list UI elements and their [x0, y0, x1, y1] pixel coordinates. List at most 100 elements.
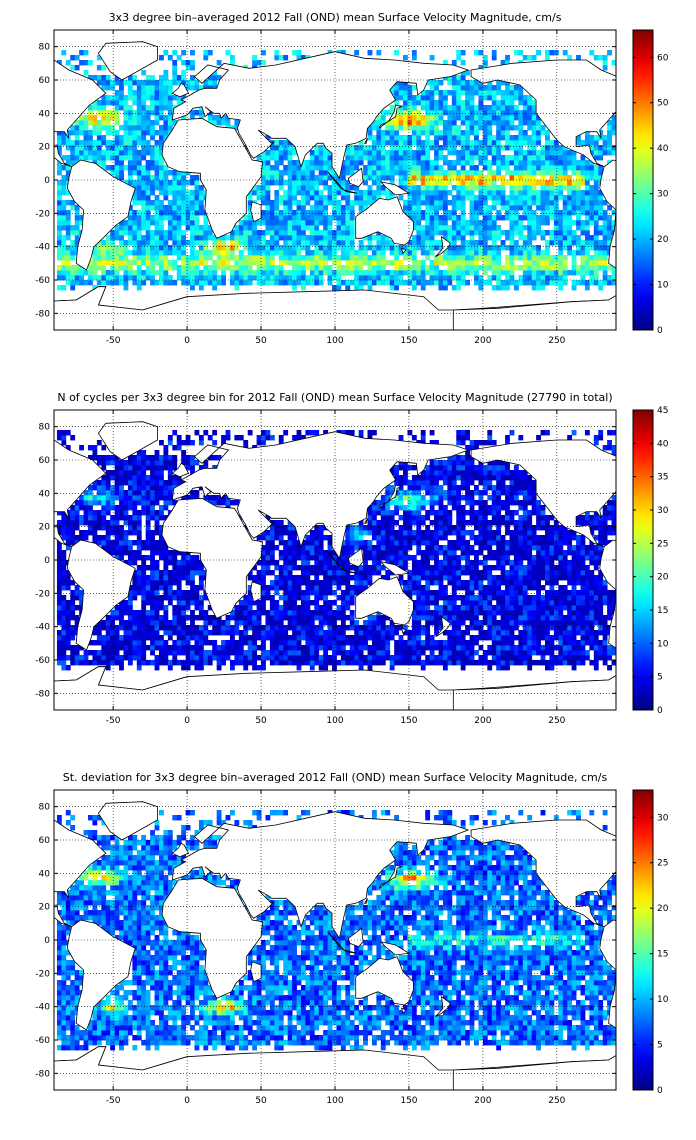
- heatmap-cell: [456, 125, 462, 131]
- heatmap-cell: [229, 270, 235, 276]
- heatmap-cell: [407, 275, 413, 281]
- heatmap-cell: [92, 105, 98, 111]
- heatmap-cell: [309, 185, 315, 191]
- heatmap-cell: [300, 610, 306, 616]
- heatmap-cell: [283, 240, 289, 246]
- heatmap-cell: [380, 190, 386, 196]
- heatmap-cell: [190, 265, 195, 271]
- heatmap-cell: [176, 175, 182, 181]
- heatmap-cell: [167, 645, 173, 651]
- heatmap-cell: [593, 660, 599, 666]
- heatmap-cell: [398, 660, 404, 666]
- heatmap-cell: [172, 120, 178, 126]
- heatmap-cell: [256, 605, 262, 611]
- heatmap-cell: [425, 255, 431, 261]
- heatmap-cell: [318, 195, 324, 201]
- heatmap-cell: [367, 660, 373, 666]
- heatmap-cell: [367, 130, 373, 136]
- heatmap-cell: [558, 615, 564, 621]
- heatmap-cell: [425, 150, 431, 156]
- heatmap-cell: [88, 660, 93, 666]
- heatmap-cell: [589, 260, 595, 266]
- heatmap-cell: [429, 55, 435, 61]
- heatmap-cell: [451, 115, 457, 121]
- heatmap-cell: [136, 225, 142, 231]
- heatmap-cell: [411, 130, 417, 136]
- heatmap-cell: [207, 630, 213, 636]
- heatmap-cell: [74, 210, 80, 216]
- heatmap-cell: [434, 160, 439, 166]
- heatmap-cell: [447, 135, 453, 141]
- heatmap-cell: [460, 280, 466, 286]
- heatmap-cell: [358, 160, 364, 166]
- heatmap-cell: [416, 605, 422, 611]
- heatmap-cell: [159, 140, 164, 146]
- heatmap-cell: [167, 120, 173, 126]
- heatmap-cell: [163, 640, 169, 646]
- heatmap-cell: [212, 275, 218, 281]
- heatmap-cell: [185, 645, 191, 651]
- heatmap-cell: [531, 275, 537, 281]
- coastline: [379, 104, 403, 129]
- heatmap-cell: [159, 55, 164, 61]
- heatmap-cell: [447, 145, 453, 151]
- heatmap-cell: [513, 150, 519, 156]
- heatmap-cell: [380, 260, 386, 266]
- heatmap-cell: [296, 630, 302, 636]
- heatmap-cell: [314, 635, 320, 641]
- heatmap-cell: [371, 120, 377, 126]
- heatmap-cell: [136, 100, 142, 106]
- heatmap-cell: [429, 200, 435, 206]
- heatmap-cell: [567, 225, 573, 231]
- heatmap-cell: [229, 625, 235, 631]
- heatmap-cell: [505, 285, 510, 291]
- heatmap-cell: [145, 205, 151, 211]
- heatmap-cell: [70, 275, 76, 281]
- heatmap-cell: [332, 630, 337, 636]
- heatmap-cell: [243, 255, 249, 261]
- heatmap-cell: [389, 160, 395, 166]
- heatmap-cell: [283, 170, 289, 176]
- heatmap-cell: [553, 220, 559, 226]
- heatmap-cell: [198, 195, 204, 201]
- heatmap-cell: [274, 280, 280, 286]
- heatmap-cell: [114, 150, 120, 156]
- heatmap-cell: [292, 220, 297, 226]
- heatmap-cell: [300, 630, 306, 636]
- heatmap-cell: [518, 180, 524, 186]
- heatmap-cell: [314, 660, 320, 666]
- heatmap-cell: [509, 100, 515, 106]
- heatmap-cell: [593, 135, 599, 141]
- heatmap-cell: [403, 95, 408, 101]
- heatmap-cell: [411, 125, 417, 131]
- heatmap-cell: [136, 270, 142, 276]
- heatmap-cell: [167, 225, 173, 231]
- heatmap-cell: [562, 50, 568, 56]
- heatmap-cell: [238, 620, 244, 626]
- heatmap-cell: [65, 245, 71, 251]
- heatmap-cell: [567, 245, 573, 251]
- heatmap-cell: [522, 615, 528, 621]
- heatmap-cell: [198, 190, 204, 196]
- heatmap-cell: [482, 605, 488, 611]
- heatmap-cell: [74, 145, 80, 151]
- heatmap-cell: [584, 190, 590, 196]
- heatmap-cell: [558, 245, 564, 251]
- heatmap-cell: [185, 200, 191, 206]
- heatmap-cell: [150, 635, 155, 641]
- heatmap-cell: [522, 660, 528, 666]
- heatmap-cell: [358, 200, 364, 206]
- heatmap-cell: [265, 205, 271, 211]
- heatmap-cell: [221, 645, 226, 651]
- heatmap-cell: [505, 80, 510, 86]
- heatmap-cell: [354, 165, 360, 171]
- heatmap-cell: [314, 195, 320, 201]
- heatmap-cell: [159, 175, 164, 181]
- heatmap-cell: [358, 625, 364, 631]
- heatmap-cell: [558, 600, 564, 606]
- heatmap-cell: [385, 170, 391, 176]
- heatmap-cell: [593, 170, 599, 176]
- heatmap-cell: [505, 160, 510, 166]
- heatmap-cell: [292, 160, 297, 166]
- heatmap-cell: [309, 165, 315, 171]
